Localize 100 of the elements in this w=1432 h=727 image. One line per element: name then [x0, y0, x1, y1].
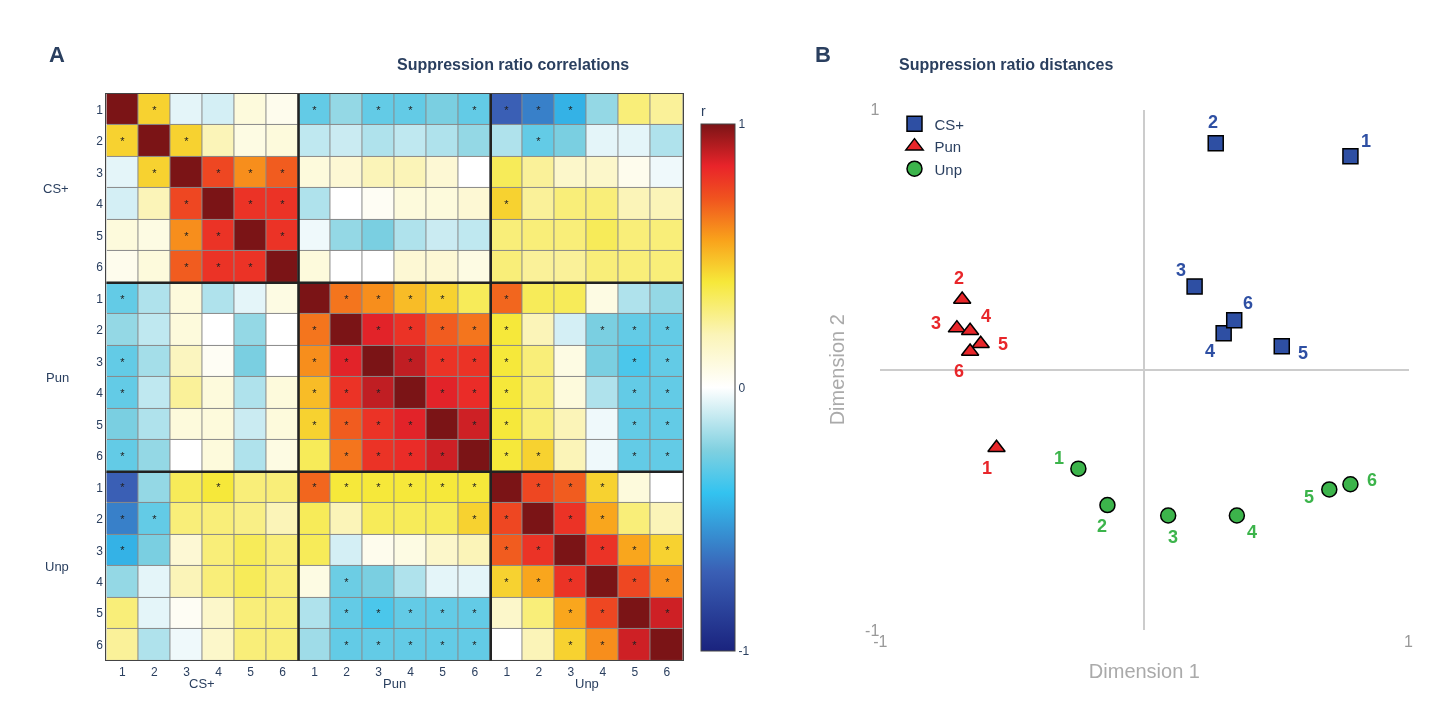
data-label: * — [568, 575, 574, 588]
data-label: * — [600, 543, 606, 556]
data-label: * — [472, 323, 478, 336]
annotation: 5 — [998, 334, 1009, 354]
data-label: * — [376, 292, 382, 305]
data-label: * — [216, 229, 222, 242]
point — [1225, 312, 1243, 329]
data-label: * — [280, 229, 286, 242]
x-axis-title: Dimension 1 — [1088, 660, 1201, 683]
data-label: * — [440, 638, 446, 651]
data-label: * — [152, 103, 158, 116]
data-label: * — [568, 512, 574, 525]
data-label: * — [600, 323, 606, 336]
x-tick-label: 2 — [535, 664, 543, 679]
data-label: * — [504, 449, 510, 462]
y-tick-label: 2 — [96, 512, 104, 527]
y-tick-label: 3 — [96, 354, 104, 369]
color-bar-label: 0 — [738, 380, 746, 395]
data-label: * — [344, 292, 350, 305]
x-tick-label: 4 — [599, 664, 607, 679]
point — [1342, 475, 1359, 493]
data-label: * — [504, 418, 510, 431]
x-tick-label: 6 — [279, 664, 287, 679]
data-label: * — [536, 103, 542, 116]
y-tick-label: 4 — [96, 197, 104, 212]
point — [1186, 278, 1203, 295]
data-label: * — [120, 449, 126, 462]
data-label: * — [344, 355, 350, 368]
data-label: * — [408, 638, 414, 651]
data-label: * — [376, 103, 382, 116]
data-label: * — [504, 197, 510, 210]
data-label: * — [665, 355, 671, 368]
data-label: * — [568, 103, 574, 116]
data-label: * — [376, 386, 382, 399]
data-label: * — [665, 606, 671, 619]
data-label: * — [536, 543, 542, 556]
data-label: * — [280, 166, 286, 179]
y-tick-label: 1 — [96, 480, 104, 495]
color-bar-title: r — [700, 103, 706, 120]
y-tick-label: 5 — [96, 417, 104, 432]
data-label: * — [120, 134, 126, 147]
text: A — [49, 42, 65, 67]
data-label: * — [312, 323, 318, 336]
x-tick-label: 2 — [151, 664, 159, 679]
data-label: * — [472, 480, 478, 493]
data-label: * — [504, 323, 510, 336]
data-label: * — [408, 418, 414, 431]
data-label: * — [568, 638, 574, 651]
data-label: * — [120, 512, 126, 525]
data-label: * — [536, 575, 542, 588]
data-label: * — [408, 103, 414, 116]
data-label: * — [440, 292, 446, 305]
data-label: * — [504, 292, 510, 305]
data-label: * — [632, 355, 638, 368]
data-label: * — [312, 386, 318, 399]
data-label: * — [504, 103, 510, 116]
data-label: * — [632, 449, 638, 462]
legend-label: Unp — [934, 160, 963, 178]
data-label: * — [408, 449, 414, 462]
data-label: * — [344, 449, 350, 462]
x-tick-label: 3 — [567, 664, 575, 679]
annotation: 1 — [982, 458, 993, 478]
data-label: * — [665, 449, 671, 462]
data-label: * — [504, 355, 510, 368]
data-label: * — [632, 323, 638, 336]
text: CS+ — [43, 181, 69, 196]
data-label: * — [440, 480, 446, 493]
data-label: * — [376, 480, 382, 493]
data-label: * — [344, 418, 350, 431]
point — [1228, 507, 1246, 524]
data-label: * — [344, 386, 350, 399]
data-label: * — [376, 606, 382, 619]
data-label: * — [536, 134, 542, 147]
annotation: 4 — [1205, 341, 1216, 361]
annotation: 1 — [1054, 448, 1065, 468]
y-tick-label: 6 — [96, 260, 104, 275]
legend-label: Pun — [934, 138, 962, 155]
data-label: * — [408, 480, 414, 493]
data-label: * — [408, 323, 414, 336]
text: Unp — [45, 559, 69, 574]
annotation: 1 — [1361, 131, 1372, 151]
x-tick-label: 3 — [183, 664, 191, 679]
x-tick-label: 1 — [311, 664, 319, 679]
data-label: * — [184, 260, 190, 273]
point — [1215, 325, 1232, 342]
data-label: * — [600, 480, 606, 493]
data-label: * — [472, 103, 478, 116]
text: Unp — [575, 676, 599, 691]
data-label: * — [440, 386, 446, 399]
color-bar-label: 1 — [738, 117, 746, 132]
data-label: * — [376, 638, 382, 651]
x-tick-label: 3 — [375, 664, 383, 679]
data-label: * — [344, 638, 350, 651]
data-label: * — [665, 543, 671, 556]
data-label: * — [376, 449, 382, 462]
data-label: * — [120, 480, 126, 493]
data-label: * — [536, 449, 542, 462]
data-label: * — [472, 386, 478, 399]
chart-title: Suppression ratio correlations — [397, 56, 630, 73]
data-label: * — [408, 606, 414, 619]
